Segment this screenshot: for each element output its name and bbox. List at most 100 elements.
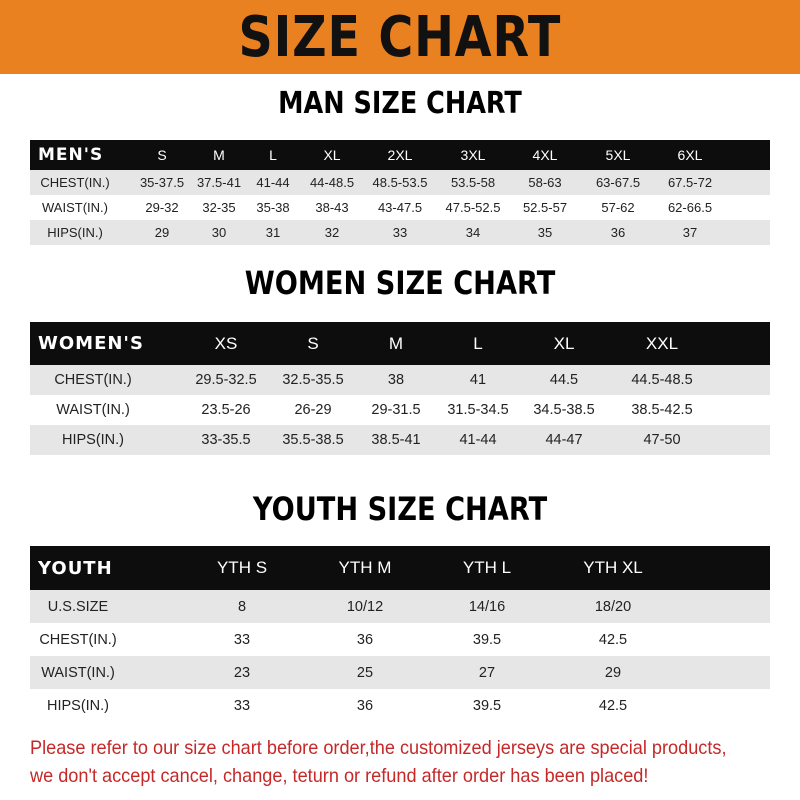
measurement-cell: 53.5-58 <box>450 175 496 190</box>
measurement-cell: 37 <box>682 225 698 240</box>
row-label: CHEST(IN.) <box>54 372 132 388</box>
row-label: U.S.SIZE <box>47 598 109 615</box>
measurement-cell: 29.5-32.5 <box>195 372 257 388</box>
size-column-header: YTH M <box>338 558 392 577</box>
table-row: WAIST(IN.) 23 25 27 29 <box>30 656 770 689</box>
size-column-header: 3XL <box>460 147 486 163</box>
table-row: CHEST(IN.) 33 36 39.5 42.5 <box>30 623 770 656</box>
note-line-1: Please refer to our size chart before or… <box>30 737 727 759</box>
row-label: WAIST(IN.) <box>56 402 130 418</box>
measurement-cell: 27 <box>478 664 496 681</box>
measurement-cell: 36 <box>356 697 374 714</box>
measurement-cell: 41-44 <box>459 432 497 448</box>
measurement-cell: 37.5-41 <box>196 175 242 190</box>
measurement-cell: 58-63 <box>528 175 562 190</box>
banner: SIZE CHART <box>0 0 800 74</box>
measurement-cell: 47.5-52.5 <box>445 200 501 215</box>
measurement-cell: 44-47 <box>545 432 583 448</box>
measurement-cell: 35 <box>537 225 553 240</box>
table-row: CHEST(IN.) 29.5-32.5 32.5-35.5 38 41 44.5 44.5… <box>30 365 770 395</box>
size-column-header: M <box>388 333 404 353</box>
measurement-cell: 29-31.5 <box>371 402 421 418</box>
measurement-cell: 41 <box>469 372 487 388</box>
table-row: CHEST(IN.) 35-37.5 37.5-41 41-44 44-48.5 48.5… <box>30 170 770 195</box>
measurement-cell: 23 <box>233 664 251 681</box>
measurement-cell: 8 <box>237 598 247 615</box>
measurement-cell: 44.5 <box>549 372 579 388</box>
measurement-cell: 38-43 <box>315 200 349 215</box>
measurement-cell: 35-38 <box>256 200 290 215</box>
row-label: CHEST(IN.) <box>39 631 117 648</box>
measurement-cell: 26-29 <box>294 402 332 418</box>
size-column-header: XXL <box>645 333 679 353</box>
measurement-cell: 38.5-41 <box>371 432 421 448</box>
measurement-cell: 30 <box>211 225 227 240</box>
measurement-cell: 41-44 <box>256 175 290 190</box>
table-row: WAIST(IN.) 29-32 32-35 35-38 38-43 43-47.5 47.… <box>30 195 770 220</box>
measurement-cell: 43-47.5 <box>377 200 423 215</box>
measurement-cell: 25 <box>356 664 374 681</box>
table-row: U.S.SIZE 8 10/12 14/16 18/20 <box>30 590 770 623</box>
size-column-header: L <box>473 333 483 353</box>
measurement-cell: 29 <box>604 664 622 681</box>
row-label: HIPS(IN.) <box>61 432 125 448</box>
size-column-header: XL <box>553 333 575 353</box>
measurement-cell: 32-35 <box>202 200 236 215</box>
size-column-header: 4XL <box>532 147 558 163</box>
size-column-header: 5XL <box>605 147 631 163</box>
measurement-cell: 31 <box>265 225 281 240</box>
row-label: CHEST(IN.) <box>40 175 110 190</box>
measurement-cell: 33-35.5 <box>201 432 251 448</box>
table-row: WAIST(IN.) 23.5-26 26-29 29-31.5 31.5-34.5 34… <box>30 395 770 425</box>
measurement-cell: 44.5-48.5 <box>631 372 693 388</box>
measurement-cell: 38 <box>387 372 405 388</box>
size-column-header: 2XL <box>387 147 413 163</box>
measurement-cell: 33 <box>233 631 251 648</box>
measurement-cell: 33 <box>392 225 408 240</box>
size-column-header: XS <box>214 333 238 353</box>
header-row: YOUTH YTH S YTH M YTH L YTH XL <box>30 546 770 590</box>
measurement-cell: 10/12 <box>346 598 384 615</box>
measurement-cell: 39.5 <box>472 697 502 714</box>
row-label: WAIST(IN.) <box>41 664 115 681</box>
measurement-cell: 18/20 <box>594 598 632 615</box>
banner-title: SIZE CHART <box>238 4 562 70</box>
row-label: WAIST(IN.) <box>42 200 108 215</box>
measurement-cell: 48.5-53.5 <box>372 175 428 190</box>
measurement-cell: 38.5-42.5 <box>631 402 693 418</box>
measurement-cell: 35-37.5 <box>139 175 185 190</box>
row-label: HIPS(IN.) <box>46 697 110 714</box>
measurement-cell: 34 <box>465 225 481 240</box>
measurement-cell: 47-50 <box>643 432 681 448</box>
row-label: HIPS(IN.) <box>47 225 103 240</box>
size-column-header: S <box>157 147 167 163</box>
size-column-header: YTH XL <box>583 558 643 577</box>
table-row: HIPS(IN.) 33-35.5 35.5-38.5 38.5-41 41-44 44-… <box>30 425 770 455</box>
measurement-cell: 42.5 <box>598 697 628 714</box>
measurement-cell: 32.5-35.5 <box>282 372 344 388</box>
measurement-cell: 29 <box>154 225 170 240</box>
measurement-cell: 67.5-72 <box>667 175 713 190</box>
note-line-2: we don't accept cancel, change, teturn o… <box>30 765 649 787</box>
youth-title: YOUTH SIZE CHART <box>252 490 548 528</box>
table-corner-label: WOMEN'S <box>38 333 144 354</box>
measurement-cell: 14/16 <box>468 598 506 615</box>
measurement-cell: 44-48.5 <box>309 175 355 190</box>
measurement-cell: 57-62 <box>601 200 635 215</box>
measurement-cell: 39.5 <box>472 631 502 648</box>
table-row: HIPS(IN.) 33 36 39.5 42.5 <box>30 689 770 722</box>
measurement-cell: 52.5-57 <box>522 200 568 215</box>
measurement-cell: 36 <box>356 631 374 648</box>
size-column-header: 6XL <box>677 147 703 163</box>
measurement-cell: 31.5-34.5 <box>447 402 509 418</box>
measurement-cell: 23.5-26 <box>201 402 251 418</box>
measurement-cell: 63-67.5 <box>595 175 641 190</box>
table-corner-label: MEN'S <box>38 145 104 165</box>
size-column-header: YTH S <box>216 558 268 577</box>
measurement-cell: 35.5-38.5 <box>282 432 344 448</box>
measurement-cell: 29-32 <box>145 200 179 215</box>
size-column-header: XL <box>323 147 341 163</box>
table-corner-label: YOUTH <box>38 557 113 579</box>
measurement-cell: 34.5-38.5 <box>533 402 595 418</box>
women-title: WOMEN SIZE CHART <box>244 264 556 302</box>
